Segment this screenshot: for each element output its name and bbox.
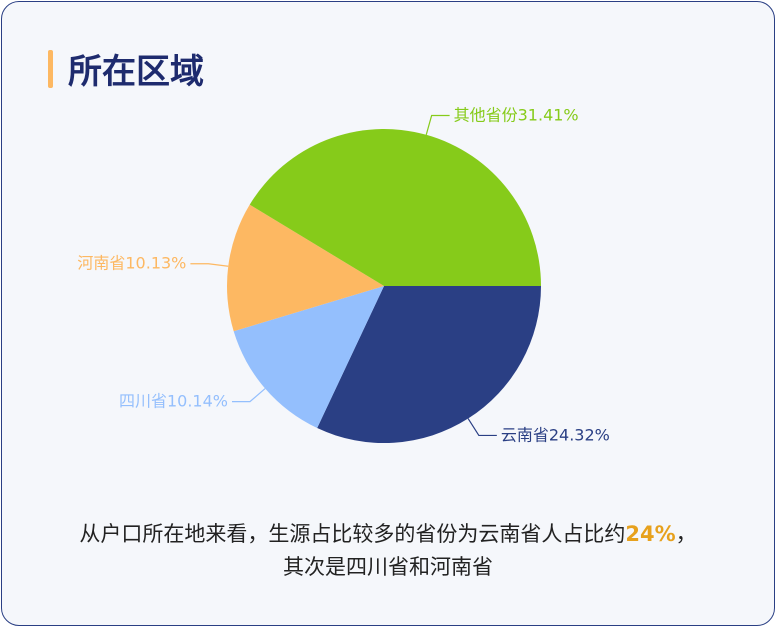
caption-line: 其次是四川省和河南省 — [0, 551, 776, 581]
slice-label: 云南省24.32% — [501, 425, 610, 444]
caption-text: 从户口所在地来看，生源占比较多的省份为云南省人占比约 — [79, 522, 626, 546]
slice-value: 24.32% — [549, 425, 610, 444]
pie-slice — [227, 204, 384, 332]
pie-slice — [249, 129, 541, 286]
caption-line: 从户口所在地来看，生源占比较多的省份为云南省人占比约24%， — [0, 518, 776, 548]
leader-line — [190, 263, 229, 267]
slice-label: 其他省份31.41% — [454, 105, 579, 124]
leader-line — [467, 418, 497, 437]
pie-slice — [233, 286, 384, 429]
slice-name: 河南省 — [77, 253, 125, 272]
title-bar — [48, 50, 53, 88]
title: 所在区域 — [68, 52, 204, 92]
slice-name: 云南省 — [501, 425, 549, 444]
pie-slice — [317, 286, 541, 444]
slice-value: 10.13% — [125, 253, 186, 272]
slice-name: 四川省 — [119, 391, 167, 410]
slice-label: 河南省10.13% — [77, 253, 186, 272]
slice-name: 其他省份 — [454, 105, 518, 124]
leader-line — [231, 388, 266, 403]
leader-line — [425, 114, 450, 135]
slice-label: 四川省10.14% — [119, 391, 228, 410]
caption-text: 其次是四川省和河南省 — [283, 555, 493, 579]
caption-highlight: 24% — [625, 522, 676, 546]
slice-value: 31.41% — [518, 105, 579, 124]
caption-text: ， — [675, 522, 697, 546]
slice-value: 10.14% — [167, 391, 228, 410]
